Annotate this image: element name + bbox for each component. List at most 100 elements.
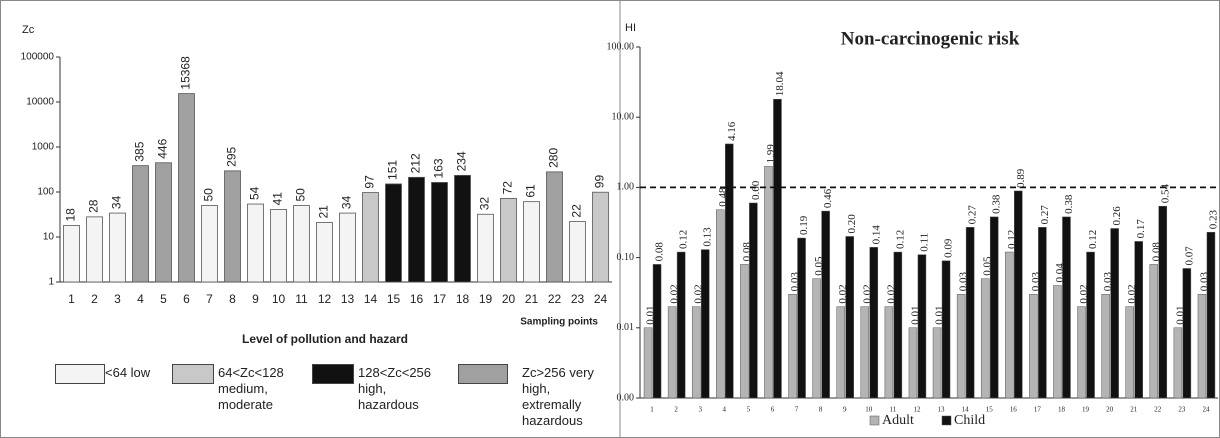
- value-label: 0.89: [1015, 168, 1027, 188]
- bar: [884, 306, 894, 399]
- bar: [1110, 228, 1119, 399]
- value-label: 50: [294, 188, 308, 202]
- value-label: 295: [225, 147, 239, 167]
- value-label: 0.23: [1207, 209, 1219, 229]
- x-tick-label: 22: [548, 292, 562, 306]
- value-label: 385: [133, 141, 147, 161]
- bar: [1173, 327, 1183, 399]
- bar: [500, 198, 517, 283]
- x-tick-label: 1: [650, 406, 654, 414]
- value-label: 0.27: [1039, 205, 1051, 225]
- bar: [316, 222, 333, 283]
- bar: [385, 183, 402, 283]
- y-tick-label: 0.00: [617, 392, 635, 403]
- bar: [908, 327, 918, 399]
- x-tick-label: 4: [137, 292, 144, 306]
- value-label: 0.27: [967, 205, 979, 225]
- bar: [1077, 306, 1086, 399]
- legend-label: Child: [954, 413, 985, 428]
- x-tick-label: 3: [114, 292, 121, 306]
- x-tick-label: 19: [1082, 406, 1090, 414]
- x-tick-label: 11: [295, 292, 308, 306]
- bar: [1086, 251, 1095, 399]
- y-tick-label: 10.00: [612, 111, 635, 122]
- bar: [932, 327, 942, 399]
- bar: [1005, 251, 1014, 399]
- bar: [546, 171, 563, 283]
- value-label: 54: [248, 186, 262, 200]
- value-label: 0.26: [1111, 206, 1123, 226]
- value-label: 72: [501, 181, 515, 195]
- y-tick-label: 0.01: [617, 322, 635, 333]
- value-label: 0.38: [1063, 194, 1075, 214]
- value-label: 0.13: [702, 227, 714, 247]
- x-tick-label: 2: [674, 406, 678, 414]
- legend-swatch: [312, 364, 354, 384]
- value-label: 0.19: [798, 215, 810, 235]
- value-label: 22: [570, 204, 584, 218]
- value-label: 0.54: [1159, 183, 1171, 203]
- x-tick-label: 12: [318, 292, 332, 306]
- value-label: 28: [87, 199, 101, 213]
- x-tick-label: 23: [571, 292, 585, 306]
- bar: [812, 278, 821, 399]
- x-tick-label: 1: [68, 292, 75, 306]
- bar: [523, 201, 540, 283]
- value-label: 0.12: [678, 230, 690, 249]
- x-tick-label: 4: [723, 406, 727, 414]
- bar: [1134, 241, 1143, 399]
- bar: [1206, 231, 1216, 399]
- legend-swatch: [172, 364, 214, 384]
- x-tick-label: 6: [771, 406, 775, 414]
- x-tick-label: 14: [364, 292, 378, 306]
- value-label: 97: [363, 175, 377, 189]
- bar: [652, 264, 662, 399]
- bar: [63, 225, 80, 283]
- bar: [431, 182, 448, 283]
- bar: [224, 170, 241, 283]
- bar: [569, 221, 586, 283]
- x-tick-label: 11: [890, 406, 897, 414]
- x-tick-label: 17: [433, 292, 447, 306]
- chart-title: Non-carcinogenic risk: [841, 28, 1020, 49]
- value-label: 34: [110, 195, 124, 209]
- bar: [592, 191, 609, 283]
- bar: [845, 236, 854, 399]
- y-tick-label: 100000: [21, 52, 55, 63]
- value-label: 0.11: [918, 233, 930, 252]
- x-tick-label: 19: [479, 292, 493, 306]
- value-label: 212: [409, 153, 423, 173]
- y-tick-label: 0.10: [617, 252, 635, 263]
- value-label: 18: [64, 208, 78, 222]
- value-label: 4.16: [726, 121, 738, 141]
- bar: [965, 227, 975, 399]
- x-tick-label: 22: [1154, 406, 1162, 414]
- x-tick-label: 15: [986, 406, 994, 414]
- x-tick-label: 10: [272, 292, 286, 306]
- bar: [956, 294, 966, 399]
- bar: [247, 203, 264, 283]
- x-tick-label: 15: [387, 292, 401, 306]
- x-tick-label: 16: [410, 292, 424, 306]
- bar: [893, 251, 903, 399]
- x-tick-label: 7: [206, 292, 213, 306]
- legend-label: Adult: [882, 413, 914, 428]
- bar: [716, 209, 725, 399]
- x-tick-label: 2: [91, 292, 98, 306]
- x-tick-label: 24: [1202, 406, 1210, 414]
- bar: [155, 162, 172, 283]
- x-tick-label: 14: [962, 406, 970, 414]
- bar: [1182, 268, 1192, 399]
- value-label: 151: [386, 160, 400, 180]
- value-label: 0.38: [991, 194, 1003, 214]
- y-tick-label: 1.00: [617, 182, 635, 193]
- value-label: 0.08: [654, 242, 666, 262]
- value-label: 0.20: [846, 214, 858, 234]
- value-label: 0.14: [870, 225, 882, 245]
- value-label: 0.12: [894, 230, 906, 249]
- bar: [667, 306, 677, 399]
- bar: [700, 249, 710, 399]
- value-label: 0.46: [822, 188, 834, 208]
- value-label: 34: [340, 195, 354, 209]
